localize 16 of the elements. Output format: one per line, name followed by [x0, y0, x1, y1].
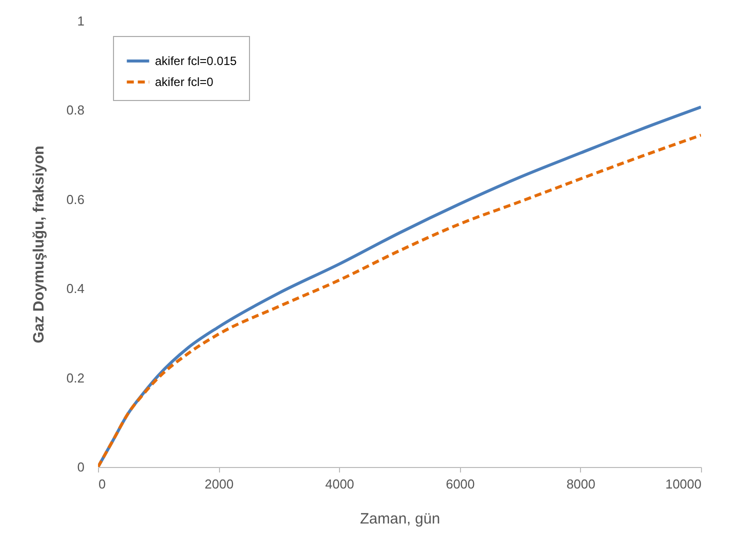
legend-label: akifer fcl=0.015 — [155, 54, 238, 68]
y-tick-label: 0.8 — [66, 102, 84, 118]
x-axis-title: Zaman, gün — [360, 510, 440, 528]
y-tick-label: 0.2 — [66, 370, 84, 386]
x-tick-label: 4000 — [325, 476, 354, 492]
x-tick-label: 2000 — [204, 476, 234, 492]
x-tick-label: 0 — [98, 476, 106, 492]
y-tick-label: 0.6 — [66, 192, 84, 207]
legend-label: akifer fcl=0 — [155, 75, 214, 89]
y-axis-title: Gaz Doymuşluğu, fraksiyon — [30, 146, 48, 344]
y-tick-label: 0 — [77, 460, 84, 474]
y-tick-label: 0.4 — [66, 281, 84, 296]
x-tick-label: 6000 — [446, 476, 475, 492]
x-tick-label: 8000 — [566, 476, 596, 492]
y-tick-label: 1 — [77, 14, 84, 28]
x-tick-label: 10000 — [665, 476, 702, 492]
